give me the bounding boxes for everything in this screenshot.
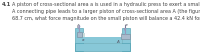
Text: 68.7 cm, what force magnitude on the small piston will balance a 42.4 kN force o: 68.7 cm, what force magnitude on the sma… [12, 16, 200, 21]
Bar [83, 33, 122, 43]
Bar [120, 34, 130, 39]
Text: A piston of cross-sectional area a is used in a hydraulic press to exert a small: A piston of cross-sectional area a is us… [12, 2, 200, 7]
Bar [75, 28, 83, 51]
Bar [83, 33, 84, 43]
Bar [122, 28, 130, 51]
Text: F: F [125, 25, 127, 29]
Bar [75, 43, 130, 51]
Text: f: f [77, 25, 79, 29]
Bar [76, 32, 82, 37]
Text: A: A [117, 40, 120, 44]
Bar [120, 33, 122, 43]
Text: A connecting pipe leads to a larger piston of cross-sectional area A (the figure: A connecting pipe leads to a larger pist… [12, 9, 200, 14]
Text: 4.1: 4.1 [2, 2, 11, 7]
Bar [83, 37, 122, 43]
Text: a: a [82, 38, 84, 42]
